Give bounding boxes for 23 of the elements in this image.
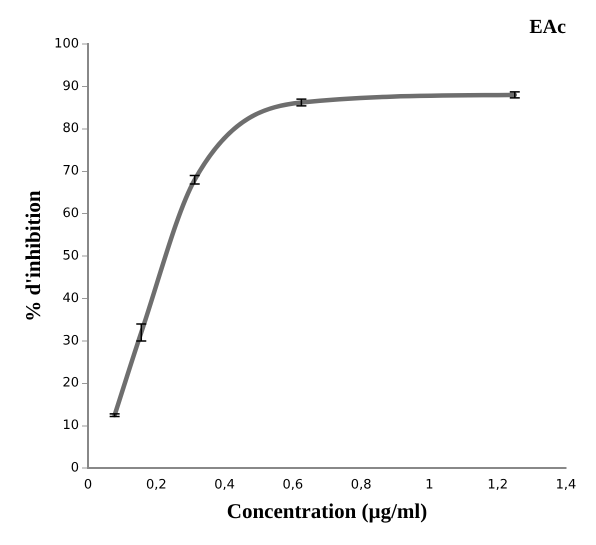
y-tick-label: 100 xyxy=(54,36,80,52)
x-tick-label: 1 xyxy=(425,477,434,492)
x-tick-label: 0,2 xyxy=(146,477,167,492)
x-tick-label: 1,4 xyxy=(556,477,576,492)
y-axis-title: % d'inhibition xyxy=(21,190,46,322)
y-tick-label: 20 xyxy=(62,376,80,391)
y-tick-label: 0 xyxy=(70,460,80,476)
chart-title: EAc xyxy=(529,16,566,38)
y-tick-label: 10 xyxy=(62,418,80,434)
y-tick-label: 60 xyxy=(62,206,80,222)
x-tick-label: 0,4 xyxy=(214,477,235,492)
y-tick-label: 90 xyxy=(62,78,80,94)
line-series xyxy=(112,92,518,418)
x-tick-label: 1,2 xyxy=(487,477,508,492)
y-tick-label: 30 xyxy=(62,333,80,348)
y-tick-label: 70 xyxy=(62,164,80,179)
x-tick-label: 0 xyxy=(84,477,92,492)
y-tick-label: 40 xyxy=(62,290,80,306)
y-tick-label: 80 xyxy=(62,121,80,136)
y-tick-label: 50 xyxy=(62,248,80,264)
x-tick-label: 0,6 xyxy=(282,477,304,492)
x-tick-label: 0,8 xyxy=(350,477,372,492)
x-axis-title: Concentration (µg/ml) xyxy=(226,498,428,523)
